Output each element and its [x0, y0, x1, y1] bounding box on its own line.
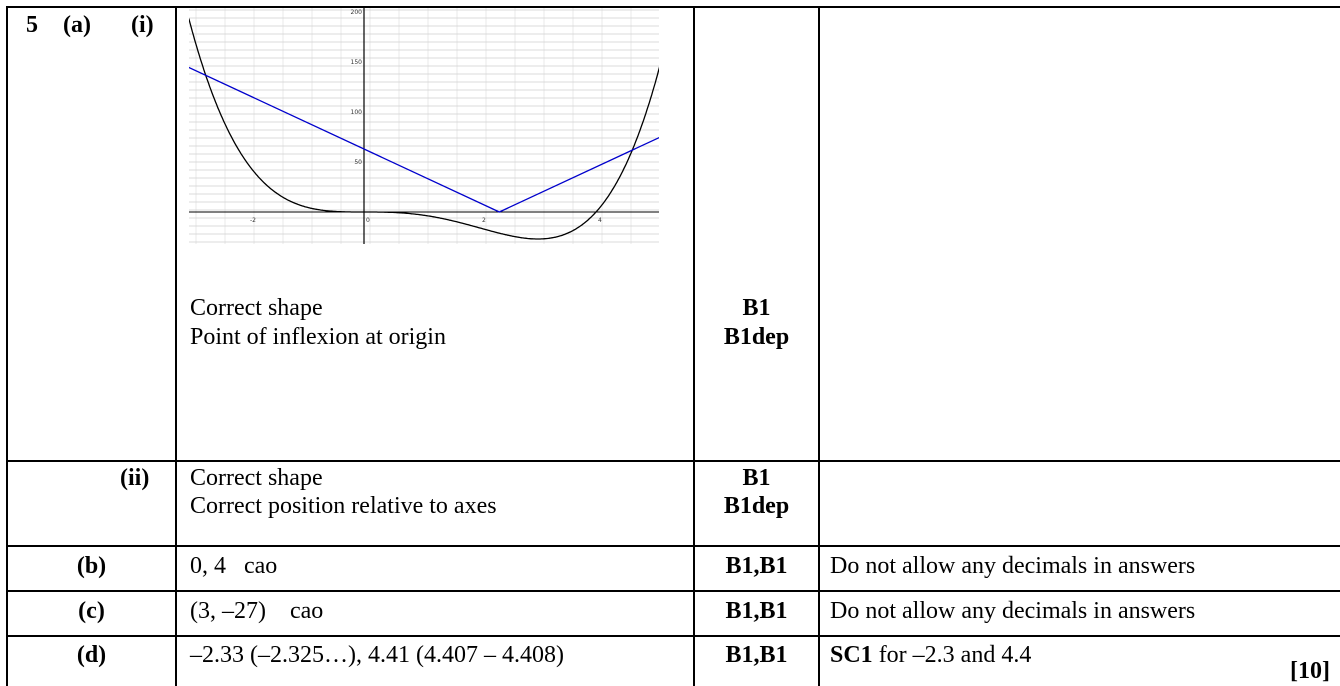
- table-divider-col1: [175, 6, 177, 686]
- x-tick-label: -2: [250, 217, 256, 224]
- table-row-divider: [6, 635, 1340, 637]
- answer: (3, –27) cao: [190, 598, 324, 624]
- table-border-left: [6, 6, 8, 686]
- table-row-divider: [6, 590, 1340, 592]
- y-tick-label: 200: [351, 9, 363, 16]
- total-marks: [10]: [1290, 658, 1330, 684]
- table-border-top: [6, 6, 1340, 8]
- table-divider-col3: [818, 6, 820, 686]
- answer-line: Correct shape: [190, 465, 323, 491]
- mark: B1,B1: [725, 642, 788, 668]
- mark: B1dep: [723, 493, 790, 519]
- y-tick-label: 100: [351, 109, 363, 116]
- y-tick-label: 150: [351, 59, 363, 66]
- special-case-code: SC1: [830, 642, 873, 668]
- answer-line: Correct position relative to axes: [190, 493, 497, 519]
- table-divider-col2: [693, 6, 695, 686]
- mark: B1: [742, 465, 771, 491]
- guidance-note: SC1 for –2.3 and 4.4: [830, 640, 1031, 670]
- part-label-b: (b): [76, 553, 107, 579]
- question-number: 5: [26, 12, 38, 38]
- subpart-label-ii: (ii): [120, 465, 150, 491]
- x-tick-label: 2: [482, 217, 486, 224]
- y-tick-labels: 50 100 150 200: [351, 9, 363, 166]
- mark: B1dep: [723, 324, 790, 350]
- answer-line: Point of inflexion at origin: [190, 324, 446, 350]
- part-label-c: (c): [78, 598, 105, 624]
- graph-sketch: -2 0 2 4 50 100 150 200: [189, 8, 659, 244]
- part-label-a: (a): [63, 12, 91, 38]
- answer: 0, 4 cao: [190, 553, 278, 579]
- guidance-note: Do not allow any decimals in answers: [830, 553, 1196, 579]
- quartic-curve: [189, 18, 659, 240]
- x-tick-label: 4: [598, 217, 602, 224]
- answer: –2.33 (–2.325…), 4.41 (4.407 – 4.408): [190, 642, 564, 668]
- table-row-divider: [6, 545, 1340, 547]
- x-tick-labels: -2 0 2 4: [250, 217, 602, 224]
- modulus-line: [189, 66, 659, 213]
- x-tick-label: 0: [366, 217, 370, 224]
- subpart-label-i: (i): [131, 12, 154, 38]
- guidance-note: Do not allow any decimals in answers: [830, 598, 1196, 624]
- answer-line: Correct shape: [190, 295, 323, 321]
- table-row-divider: [6, 460, 1340, 462]
- mark: B1,B1: [725, 553, 788, 579]
- mark: B1: [742, 295, 771, 321]
- graph-gridlines: [189, 8, 659, 244]
- part-label-d: (d): [76, 642, 107, 668]
- y-tick-label: 50: [354, 159, 362, 166]
- mark: B1,B1: [725, 598, 788, 624]
- guidance-text: for –2.3 and 4.4: [872, 642, 1032, 668]
